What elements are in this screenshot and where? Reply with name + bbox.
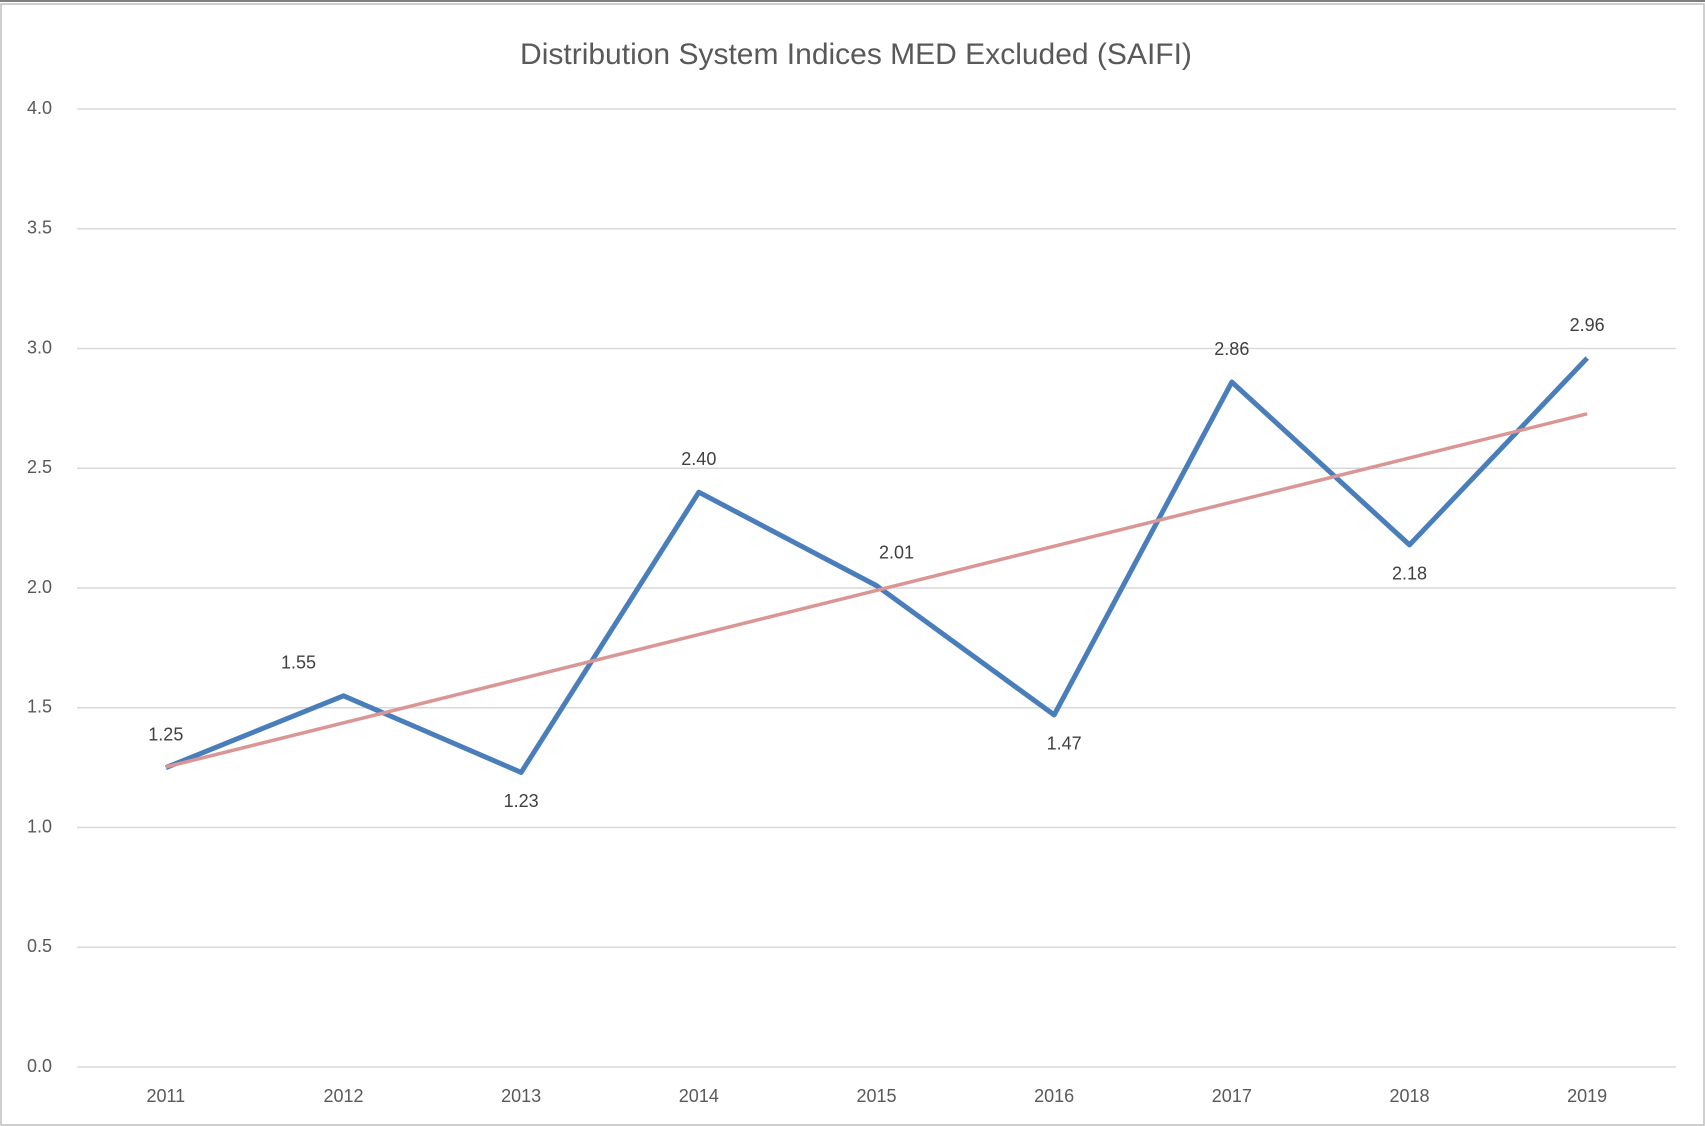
x-tick-label: 2018 [1389,1086,1429,1106]
y-tick-label: 4.0 [27,98,52,118]
x-tick-label: 2013 [501,1086,541,1106]
data-label: 1.47 [1047,734,1082,754]
x-tick-label: 2019 [1567,1086,1607,1106]
data-label: 1.55 [281,653,316,673]
data-label: 2.96 [1570,315,1605,335]
y-tick-label: 3.5 [27,218,52,238]
y-tick-label: 3.0 [27,337,52,357]
y-tick-label: 1.0 [27,816,52,836]
data-label: 2.86 [1214,339,1249,359]
x-tick-label: 2015 [856,1086,896,1106]
y-tick-label: 1.5 [27,697,52,717]
x-tick-label: 2012 [323,1086,363,1106]
y-tick-label: 2.0 [27,577,52,597]
x-tick-label: 2016 [1034,1086,1074,1106]
y-tick-label: 0.0 [27,1056,52,1076]
data-label: 2.40 [681,449,716,469]
series-line [164,356,1589,775]
chart-title: Distribution System Indices MED Excluded… [520,38,1192,71]
y-tick-label: 0.5 [27,936,52,956]
x-tick-label: 2017 [1212,1086,1252,1106]
data-label: 1.25 [148,724,183,744]
x-tick-label: 2014 [679,1086,719,1106]
data-label: 1.23 [504,791,539,811]
trendline [165,412,1588,769]
x-tick-label: 2011 [146,1086,185,1106]
data-label: 2.01 [879,542,914,562]
y-tick-label: 2.5 [27,457,52,477]
data-label: 2.18 [1392,564,1427,584]
chart-frame [0,3,1705,1126]
